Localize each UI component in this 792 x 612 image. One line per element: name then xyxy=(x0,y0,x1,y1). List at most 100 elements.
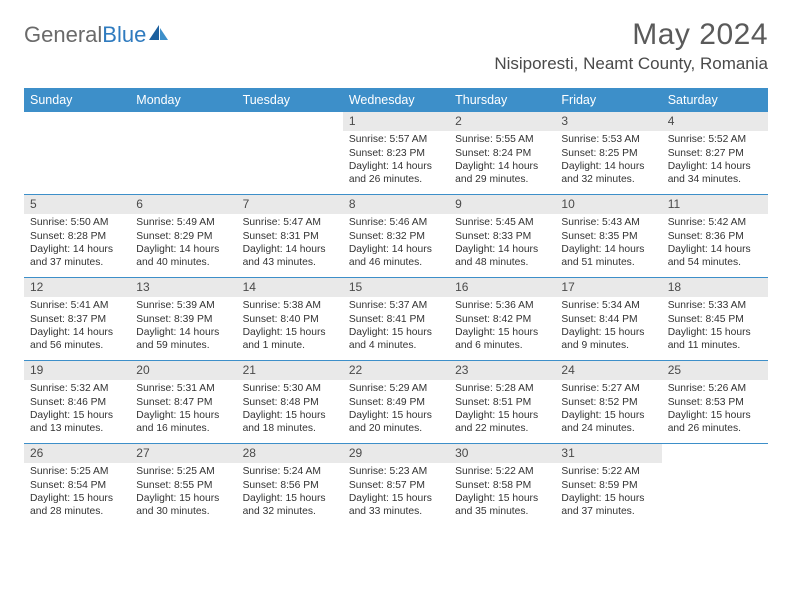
daylight-text: Daylight: 14 hours and 56 minutes. xyxy=(30,326,124,352)
day-body: Sunrise: 5:42 AMSunset: 8:36 PMDaylight:… xyxy=(662,214,768,273)
day-number: 22 xyxy=(343,361,449,380)
daylight-text: Daylight: 15 hours and 13 minutes. xyxy=(30,409,124,435)
sunrise-text: Sunrise: 5:41 AM xyxy=(30,299,124,312)
sail-icon xyxy=(148,23,170,48)
day-number: 13 xyxy=(130,278,236,297)
day-number: 3 xyxy=(555,112,661,131)
day-cell: 8Sunrise: 5:46 AMSunset: 8:32 PMDaylight… xyxy=(343,195,449,277)
sunrise-text: Sunrise: 5:31 AM xyxy=(136,382,230,395)
daylight-text: Daylight: 15 hours and 26 minutes. xyxy=(668,409,762,435)
day-cell: . xyxy=(24,112,130,194)
daylight-text: Daylight: 15 hours and 28 minutes. xyxy=(30,492,124,518)
sunrise-text: Sunrise: 5:32 AM xyxy=(30,382,124,395)
sunset-text: Sunset: 8:41 PM xyxy=(349,313,443,326)
sunset-text: Sunset: 8:58 PM xyxy=(455,479,549,492)
day-cell: 1Sunrise: 5:57 AMSunset: 8:23 PMDaylight… xyxy=(343,112,449,194)
day-body: Sunrise: 5:33 AMSunset: 8:45 PMDaylight:… xyxy=(662,297,768,356)
day-body: Sunrise: 5:25 AMSunset: 8:54 PMDaylight:… xyxy=(24,463,130,522)
calendar: SundayMondayTuesdayWednesdayThursdayFrid… xyxy=(24,88,768,526)
day-cell: 31Sunrise: 5:22 AMSunset: 8:59 PMDayligh… xyxy=(555,444,661,526)
day-body: Sunrise: 5:55 AMSunset: 8:24 PMDaylight:… xyxy=(449,131,555,190)
day-number: 25 xyxy=(662,361,768,380)
daylight-text: Daylight: 14 hours and 48 minutes. xyxy=(455,243,549,269)
sunrise-text: Sunrise: 5:55 AM xyxy=(455,133,549,146)
day-body: Sunrise: 5:28 AMSunset: 8:51 PMDaylight:… xyxy=(449,380,555,439)
calendar-page: GeneralBlue May 2024 Nisiporesti, Neamt … xyxy=(0,0,792,526)
daylight-text: Daylight: 14 hours and 59 minutes. xyxy=(136,326,230,352)
dow-cell: Thursday xyxy=(449,88,555,112)
day-body: Sunrise: 5:37 AMSunset: 8:41 PMDaylight:… xyxy=(343,297,449,356)
day-cell: 19Sunrise: 5:32 AMSunset: 8:46 PMDayligh… xyxy=(24,361,130,443)
sunset-text: Sunset: 8:45 PM xyxy=(668,313,762,326)
day-cell: 12Sunrise: 5:41 AMSunset: 8:37 PMDayligh… xyxy=(24,278,130,360)
day-body: Sunrise: 5:49 AMSunset: 8:29 PMDaylight:… xyxy=(130,214,236,273)
sunset-text: Sunset: 8:44 PM xyxy=(561,313,655,326)
weeks-container: ...1Sunrise: 5:57 AMSunset: 8:23 PMDayli… xyxy=(24,112,768,526)
day-number: 15 xyxy=(343,278,449,297)
sunset-text: Sunset: 8:29 PM xyxy=(136,230,230,243)
day-number: 14 xyxy=(237,278,343,297)
month-title: May 2024 xyxy=(494,18,768,52)
sunset-text: Sunset: 8:23 PM xyxy=(349,147,443,160)
day-body: Sunrise: 5:57 AMSunset: 8:23 PMDaylight:… xyxy=(343,131,449,190)
day-number: 20 xyxy=(130,361,236,380)
sunrise-text: Sunrise: 5:37 AM xyxy=(349,299,443,312)
sunset-text: Sunset: 8:36 PM xyxy=(668,230,762,243)
daylight-text: Daylight: 15 hours and 33 minutes. xyxy=(349,492,443,518)
sunset-text: Sunset: 8:51 PM xyxy=(455,396,549,409)
day-body: Sunrise: 5:32 AMSunset: 8:46 PMDaylight:… xyxy=(24,380,130,439)
sunrise-text: Sunrise: 5:53 AM xyxy=(561,133,655,146)
sunset-text: Sunset: 8:35 PM xyxy=(561,230,655,243)
sunrise-text: Sunrise: 5:28 AM xyxy=(455,382,549,395)
day-cell: . xyxy=(237,112,343,194)
day-cell: 15Sunrise: 5:37 AMSunset: 8:41 PMDayligh… xyxy=(343,278,449,360)
daylight-text: Daylight: 15 hours and 11 minutes. xyxy=(668,326,762,352)
logo-part1: General xyxy=(24,22,102,47)
day-number: 24 xyxy=(555,361,661,380)
sunrise-text: Sunrise: 5:50 AM xyxy=(30,216,124,229)
day-body: Sunrise: 5:22 AMSunset: 8:59 PMDaylight:… xyxy=(555,463,661,522)
title-block: May 2024 Nisiporesti, Neamt County, Roma… xyxy=(494,18,768,74)
day-cell: 5Sunrise: 5:50 AMSunset: 8:28 PMDaylight… xyxy=(24,195,130,277)
sunset-text: Sunset: 8:56 PM xyxy=(243,479,337,492)
day-body: Sunrise: 5:47 AMSunset: 8:31 PMDaylight:… xyxy=(237,214,343,273)
dow-cell: Sunday xyxy=(24,88,130,112)
day-body: Sunrise: 5:29 AMSunset: 8:49 PMDaylight:… xyxy=(343,380,449,439)
day-body: Sunrise: 5:45 AMSunset: 8:33 PMDaylight:… xyxy=(449,214,555,273)
daylight-text: Daylight: 14 hours and 51 minutes. xyxy=(561,243,655,269)
day-body: Sunrise: 5:53 AMSunset: 8:25 PMDaylight:… xyxy=(555,131,661,190)
daylight-text: Daylight: 15 hours and 9 minutes. xyxy=(561,326,655,352)
daylight-text: Daylight: 14 hours and 34 minutes. xyxy=(668,160,762,186)
day-number: 27 xyxy=(130,444,236,463)
day-cell: 30Sunrise: 5:22 AMSunset: 8:58 PMDayligh… xyxy=(449,444,555,526)
sunrise-text: Sunrise: 5:25 AM xyxy=(30,465,124,478)
sunset-text: Sunset: 8:27 PM xyxy=(668,147,762,160)
sunrise-text: Sunrise: 5:26 AM xyxy=(668,382,762,395)
sunrise-text: Sunrise: 5:24 AM xyxy=(243,465,337,478)
day-number: 10 xyxy=(555,195,661,214)
day-body: Sunrise: 5:25 AMSunset: 8:55 PMDaylight:… xyxy=(130,463,236,522)
day-number: 30 xyxy=(449,444,555,463)
day-number: 8 xyxy=(343,195,449,214)
day-body: Sunrise: 5:52 AMSunset: 8:27 PMDaylight:… xyxy=(662,131,768,190)
day-number: 23 xyxy=(449,361,555,380)
sunrise-text: Sunrise: 5:38 AM xyxy=(243,299,337,312)
day-body: Sunrise: 5:46 AMSunset: 8:32 PMDaylight:… xyxy=(343,214,449,273)
daylight-text: Daylight: 15 hours and 16 minutes. xyxy=(136,409,230,435)
sunset-text: Sunset: 8:39 PM xyxy=(136,313,230,326)
day-number: 31 xyxy=(555,444,661,463)
day-cell: 20Sunrise: 5:31 AMSunset: 8:47 PMDayligh… xyxy=(130,361,236,443)
sunset-text: Sunset: 8:49 PM xyxy=(349,396,443,409)
sunset-text: Sunset: 8:52 PM xyxy=(561,396,655,409)
sunrise-text: Sunrise: 5:43 AM xyxy=(561,216,655,229)
week-row: ...1Sunrise: 5:57 AMSunset: 8:23 PMDayli… xyxy=(24,112,768,194)
header: GeneralBlue May 2024 Nisiporesti, Neamt … xyxy=(24,18,768,74)
sunrise-text: Sunrise: 5:42 AM xyxy=(668,216,762,229)
sunrise-text: Sunrise: 5:34 AM xyxy=(561,299,655,312)
sunset-text: Sunset: 8:57 PM xyxy=(349,479,443,492)
day-cell: 18Sunrise: 5:33 AMSunset: 8:45 PMDayligh… xyxy=(662,278,768,360)
sunset-text: Sunset: 8:31 PM xyxy=(243,230,337,243)
dow-cell: Saturday xyxy=(662,88,768,112)
sunset-text: Sunset: 8:55 PM xyxy=(136,479,230,492)
day-number: 21 xyxy=(237,361,343,380)
